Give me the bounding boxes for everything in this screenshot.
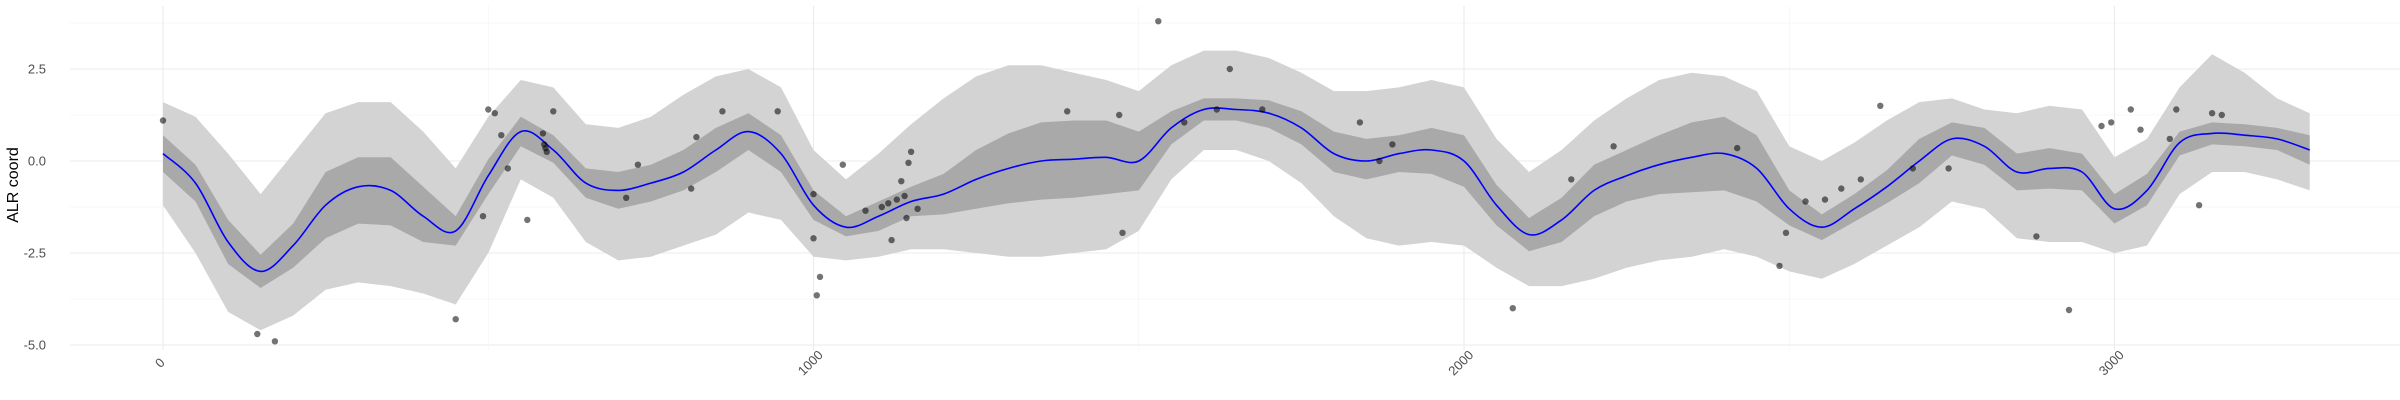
data-point [623, 194, 630, 201]
data-point [2137, 126, 2144, 133]
observation-points [159, 18, 2225, 345]
data-point [1259, 106, 1266, 113]
data-point [1909, 165, 1917, 172]
data-point [2218, 111, 2225, 119]
data-point [903, 214, 910, 222]
y-tick-label: -2.5 [24, 246, 46, 261]
data-point [1838, 185, 1845, 192]
data-point [254, 330, 261, 338]
data-point [491, 110, 498, 117]
y-tick-label: -5.0 [24, 338, 46, 353]
data-point [885, 200, 892, 207]
data-point [1064, 108, 1071, 115]
data-point [816, 273, 824, 281]
data-point [901, 192, 908, 200]
data-point [539, 130, 547, 137]
data-point [1376, 157, 1383, 165]
data-point [2208, 110, 2216, 117]
data-point [1568, 176, 1575, 183]
data-point [898, 178, 905, 185]
data-point [1119, 229, 1126, 236]
x-tick-label: 3000 [2096, 347, 2127, 378]
data-point [634, 161, 642, 168]
data-point [878, 203, 885, 211]
data-point [2166, 135, 2173, 143]
data-point [1877, 102, 1884, 110]
data-point [862, 207, 869, 214]
data-point [2195, 202, 2203, 209]
data-point [693, 133, 700, 141]
data-point [1857, 176, 1865, 183]
mean-curve [162, 107, 2310, 273]
data-point [2065, 306, 2073, 314]
data-point [810, 235, 817, 242]
data-point [907, 148, 915, 155]
x-tick-label: 1000 [795, 347, 826, 378]
data-point [888, 236, 895, 244]
data-point [1213, 106, 1221, 113]
x-tick-label: 0 [152, 355, 168, 371]
data-point [452, 316, 459, 323]
confidence-bands [163, 50, 2310, 331]
data-point [719, 108, 726, 115]
data-point [2127, 106, 2134, 113]
data-point [550, 108, 557, 115]
data-point [774, 108, 781, 115]
data-point [1226, 65, 1234, 73]
data-point [2098, 122, 2105, 130]
data-point [905, 159, 912, 166]
data-point [1945, 165, 1952, 172]
data-point [2173, 106, 2180, 113]
x-axis-ticks: 0 1000 2000 3000 [152, 347, 2127, 378]
mean-curve-layer [162, 107, 2310, 273]
y-tick-label: 0.0 [28, 154, 46, 169]
data-point [1782, 229, 1790, 236]
data-point [1610, 143, 1617, 150]
y-axis-ticks: -5.0 -2.5 0.0 2.5 [24, 62, 46, 353]
data-point [1776, 262, 1783, 270]
data-point [2108, 119, 2115, 126]
x-tick-label: 2000 [1445, 347, 1476, 378]
data-point [810, 190, 817, 198]
data-point [498, 132, 505, 139]
data-point [485, 106, 492, 113]
data-point [504, 165, 511, 172]
data-point [479, 213, 487, 220]
data-point [1821, 196, 1829, 203]
outer-band [163, 50, 2310, 331]
data-point [524, 216, 531, 224]
data-point [813, 292, 820, 299]
data-point [1802, 198, 1809, 205]
data-point [1181, 119, 1188, 126]
data-point [159, 117, 167, 124]
data-point [839, 161, 846, 168]
data-point [893, 196, 900, 203]
y-tick-label: 2.5 [28, 62, 46, 77]
data-point [1356, 119, 1364, 126]
inner-band [163, 98, 2310, 289]
y-axis-title: ALR coord [5, 147, 22, 223]
data-point [1116, 111, 1123, 119]
data-point [688, 185, 695, 192]
data-point [1509, 305, 1517, 312]
data-point [1734, 144, 1741, 152]
data-point [1155, 18, 1162, 25]
data-point [543, 148, 550, 155]
data-point [914, 205, 921, 212]
data-point [1389, 141, 1396, 148]
data-point [2033, 233, 2040, 240]
data-point [271, 338, 279, 345]
